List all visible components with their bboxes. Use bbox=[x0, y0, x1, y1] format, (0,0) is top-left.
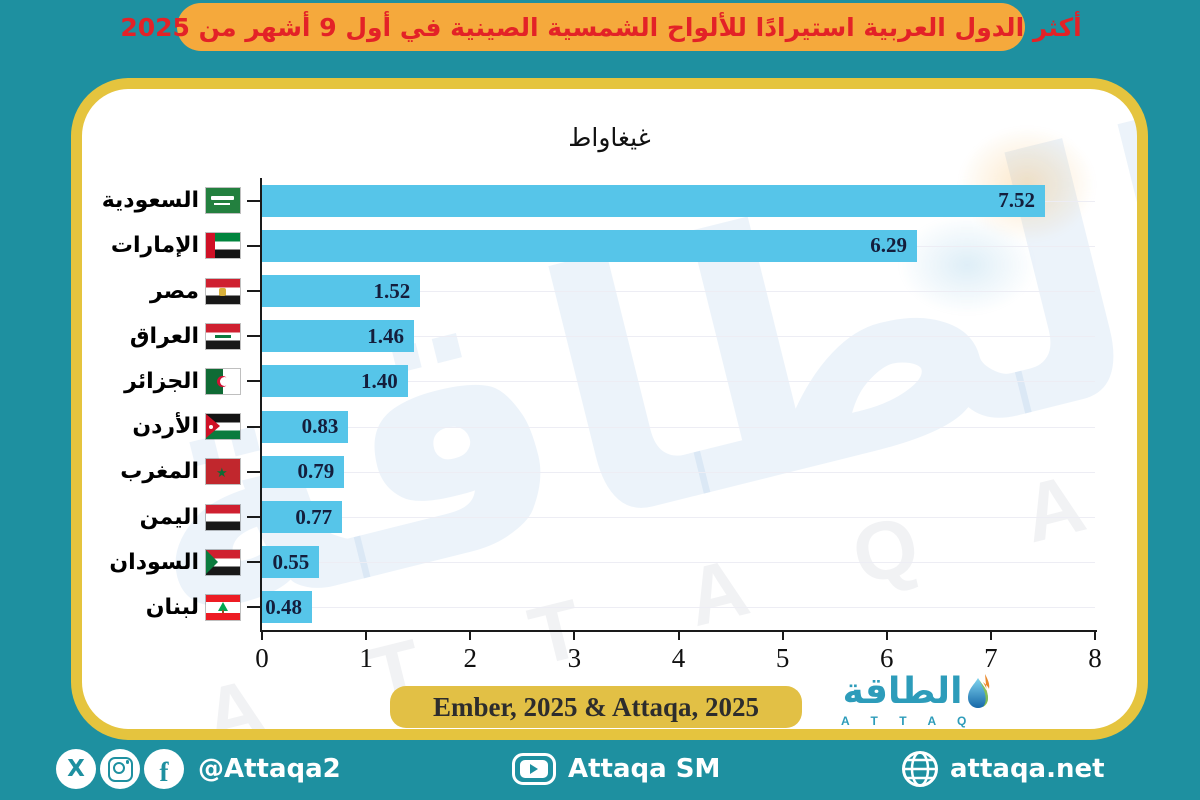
logo-latin-text: A T T A Q A bbox=[841, 714, 976, 740]
y-tick bbox=[247, 561, 262, 564]
label-row-iraq: العراق bbox=[82, 314, 262, 359]
source-label: Ember, 2025 & Attaqa, 2025 bbox=[432, 691, 759, 722]
footer-website-group: attaqa.net bbox=[900, 749, 1105, 789]
youtube-handle: Attaqa SM bbox=[568, 754, 721, 784]
country-label: لبنان bbox=[145, 594, 199, 620]
flag-icon-jordan bbox=[206, 414, 240, 440]
country-label: الإمارات bbox=[110, 233, 199, 259]
bar-yemen: 0.77 bbox=[262, 501, 343, 534]
bar-egypt: 1.52 bbox=[262, 275, 421, 307]
label-row-lebanon: لبنان bbox=[82, 585, 262, 630]
value-label: 6.29 bbox=[870, 233, 907, 258]
value-label: 0.83 bbox=[301, 414, 339, 439]
flag-icon-morocco bbox=[206, 459, 240, 485]
bar-row: 7.52 bbox=[262, 178, 1095, 223]
value-label: 7.52 bbox=[998, 188, 1036, 213]
bar-row: 0.48 bbox=[262, 585, 1095, 630]
value-label: 0.79 bbox=[297, 459, 335, 484]
value-label: 1.46 bbox=[367, 323, 405, 348]
y-tick bbox=[247, 244, 262, 247]
bar-jordan: 0.83 bbox=[262, 410, 349, 443]
bar-lebanon: 0.48 bbox=[262, 591, 312, 624]
country-label: الأردن bbox=[132, 414, 199, 440]
droplet-flame-icon bbox=[968, 674, 990, 708]
country-label: السودان bbox=[109, 549, 199, 575]
flag-icon-sudan bbox=[206, 549, 240, 575]
y-tick bbox=[247, 290, 262, 292]
bar-saudi-arabia: 7.52 bbox=[262, 184, 1046, 217]
country-label: اليمن bbox=[139, 504, 199, 530]
bar-sudan: 0.55 bbox=[262, 546, 320, 579]
country-label: المغرب bbox=[120, 459, 199, 485]
chart-unit-title: غيغاواط bbox=[568, 123, 651, 152]
bar-row: 1.46 bbox=[262, 314, 1095, 359]
bar-morocco: 0.79 bbox=[262, 455, 345, 488]
label-row-algeria: الجزائر bbox=[82, 359, 262, 404]
y-tick bbox=[247, 335, 262, 338]
label-row-morocco: المغرب bbox=[82, 449, 262, 494]
label-row-uae: الإمارات bbox=[82, 223, 262, 268]
label-row-egypt: مصر bbox=[82, 268, 262, 313]
country-label: مصر bbox=[150, 278, 199, 304]
youtube-icon bbox=[512, 753, 556, 785]
x-twitter-icon: X bbox=[56, 749, 96, 789]
globe-icon bbox=[902, 751, 938, 787]
value-label: 0.77 bbox=[295, 504, 333, 529]
flag-icon-algeria bbox=[206, 368, 240, 394]
country-label: الجزائر bbox=[124, 368, 199, 394]
bar-row: 1.40 bbox=[262, 359, 1095, 404]
website-url: attaqa.net bbox=[950, 754, 1105, 784]
social-handle: @Attaqa2 bbox=[198, 754, 341, 784]
country-label: السعودية bbox=[101, 188, 199, 214]
facebook-icon: f bbox=[144, 749, 184, 789]
bar-row: 0.55 bbox=[262, 540, 1095, 585]
country-label: العراق bbox=[129, 323, 199, 349]
footer-social-group: X f @Attaqa2 bbox=[56, 749, 341, 789]
title-banner: أكثر الدول العربية استيرادًا للألواح الش… bbox=[120, 3, 1082, 51]
page-title: أكثر الدول العربية استيرادًا للألواح الش… bbox=[120, 12, 1082, 42]
y-tick bbox=[247, 380, 262, 383]
attaqa-logo: الطاقة A T T A Q A bbox=[832, 671, 1002, 740]
flag-icon-lebanon bbox=[206, 594, 240, 620]
value-label: 1.40 bbox=[361, 368, 398, 393]
bar-algeria: 1.40 bbox=[262, 365, 408, 398]
instagram-icon bbox=[100, 749, 140, 789]
y-tick bbox=[247, 425, 262, 428]
chart-card: الطاقة A T T A Q A غيغاواط السعودية الإم… bbox=[71, 78, 1148, 740]
bar-row: 0.77 bbox=[262, 494, 1095, 539]
label-row-saudi-arabia: السعودية bbox=[82, 178, 262, 223]
flag-icon-saudi-arabia bbox=[206, 188, 240, 214]
y-tick bbox=[247, 606, 262, 609]
x-axis-ticks: 0 1 2 3 4 5 6 7 8 bbox=[255, 632, 1102, 674]
label-row-jordan: الأردن bbox=[82, 404, 262, 449]
x-axis-line bbox=[260, 630, 1097, 632]
plot-area: 7.52 6.29 1.52 1.46 1.40 0.83 0.79 0.77 … bbox=[260, 178, 1095, 630]
value-label: 0.55 bbox=[272, 549, 310, 574]
source-pill: Ember, 2025 & Attaqa, 2025 bbox=[390, 686, 802, 728]
bar-row: 6.29 bbox=[262, 223, 1095, 268]
bar-iraq: 1.46 bbox=[262, 320, 415, 353]
logo-arabic-text: الطاقة bbox=[842, 671, 963, 712]
footer-youtube-group: Attaqa SM bbox=[512, 749, 720, 789]
flag-icon-egypt bbox=[206, 278, 240, 304]
y-axis-labels: السعودية الإمارات مصر العراق الجزائر الأ… bbox=[82, 178, 262, 630]
bar-uae: 6.29 bbox=[262, 229, 917, 262]
y-axis-line bbox=[260, 178, 262, 630]
value-label: 1.52 bbox=[373, 278, 411, 303]
flag-icon-iraq bbox=[206, 323, 240, 349]
y-tick bbox=[247, 516, 262, 519]
bar-row: 0.83 bbox=[262, 404, 1095, 449]
y-tick bbox=[247, 470, 262, 473]
flag-icon-yemen bbox=[206, 504, 240, 530]
value-label: 0.48 bbox=[265, 594, 302, 619]
bar-row: 1.52 bbox=[262, 268, 1095, 313]
flag-icon-uae bbox=[206, 233, 240, 259]
label-row-sudan: السودان bbox=[82, 540, 262, 585]
y-tick bbox=[247, 199, 262, 202]
bar-row: 0.79 bbox=[262, 449, 1095, 494]
label-row-yemen: اليمن bbox=[82, 494, 262, 539]
